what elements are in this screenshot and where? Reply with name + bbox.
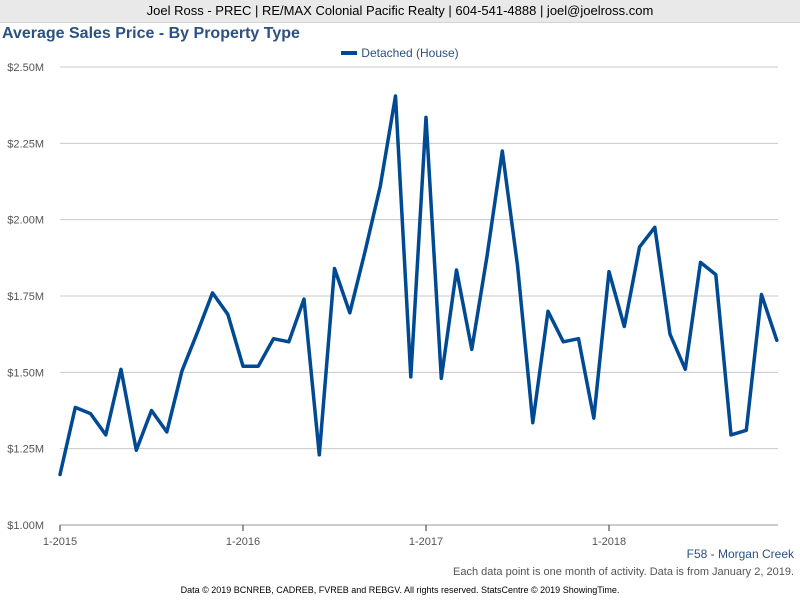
data-point — [775, 339, 778, 342]
data-point — [58, 473, 62, 476]
x-tick-label: 1-2015 — [43, 536, 77, 548]
data-point — [379, 184, 382, 188]
x-tick-label: 1-2017 — [409, 536, 443, 548]
data-point — [607, 270, 611, 273]
x-tick-label: 1-2016 — [226, 536, 260, 548]
y-tick-label: $2.25M — [7, 138, 44, 150]
data-point — [409, 375, 412, 379]
x-tick-label: 1-2018 — [592, 536, 626, 548]
data-point — [501, 149, 504, 153]
data-point — [470, 348, 473, 351]
area-label: F58 - Morgan Creek — [686, 547, 794, 561]
data-point — [150, 409, 153, 412]
data-point — [196, 331, 199, 334]
y-tick-label: $2.00M — [7, 215, 44, 227]
data-point — [684, 368, 687, 371]
legend-swatch — [341, 50, 358, 55]
data-point — [241, 365, 245, 368]
legend-label-detached: Detached (House) — [361, 46, 459, 60]
chart-legend[interactable]: Detached (House) — [0, 46, 800, 60]
data-point — [699, 261, 702, 264]
data-point — [165, 430, 168, 434]
chart-title: Average Sales Price - By Property Type — [2, 25, 300, 42]
data-point — [745, 429, 748, 432]
data-point — [531, 421, 534, 424]
y-tick-label: $1.50M — [7, 367, 44, 379]
data-point — [592, 416, 595, 420]
data-point — [577, 337, 580, 340]
data-point — [302, 297, 306, 301]
data-point — [333, 267, 336, 270]
data-point — [455, 268, 458, 272]
y-tick-label: $2.50M — [7, 62, 44, 74]
data-point — [348, 311, 351, 314]
data-point — [668, 332, 672, 336]
data-point — [272, 337, 275, 340]
data-point — [485, 255, 489, 258]
data-point — [89, 412, 92, 415]
data-point — [257, 365, 260, 368]
data-point — [104, 433, 107, 437]
data-point — [226, 313, 229, 316]
data-point — [546, 310, 550, 313]
y-tick-label: $1.00M — [7, 520, 44, 532]
data-point — [135, 448, 138, 452]
data-point — [562, 340, 565, 343]
data-point — [119, 368, 123, 371]
data-point — [394, 94, 397, 98]
data-point — [638, 245, 641, 249]
data-point — [180, 369, 184, 373]
y-tick-label: $1.25M — [7, 444, 44, 456]
copyright-line: Data © 2019 BCNREB, CADREB, FVREB and RE… — [180, 585, 620, 595]
data-point — [714, 273, 717, 276]
data-point — [440, 377, 443, 380]
data-point — [424, 116, 428, 119]
data-point — [211, 291, 214, 295]
agent-header: Joel Ross - PREC | RE/MAX Colonial Pacif… — [0, 0, 800, 23]
data-point — [760, 293, 763, 296]
data-point — [318, 453, 321, 456]
data-note: Each data point is one month of activity… — [453, 566, 794, 578]
data-point — [653, 226, 656, 229]
data-point — [287, 340, 290, 343]
data-point — [363, 250, 367, 253]
series-line-detached — [58, 94, 779, 477]
data-point — [623, 325, 626, 328]
data-point — [729, 433, 733, 437]
data-point — [74, 406, 77, 409]
y-tick-label: $1.75M — [7, 291, 44, 303]
data-point — [516, 264, 519, 267]
